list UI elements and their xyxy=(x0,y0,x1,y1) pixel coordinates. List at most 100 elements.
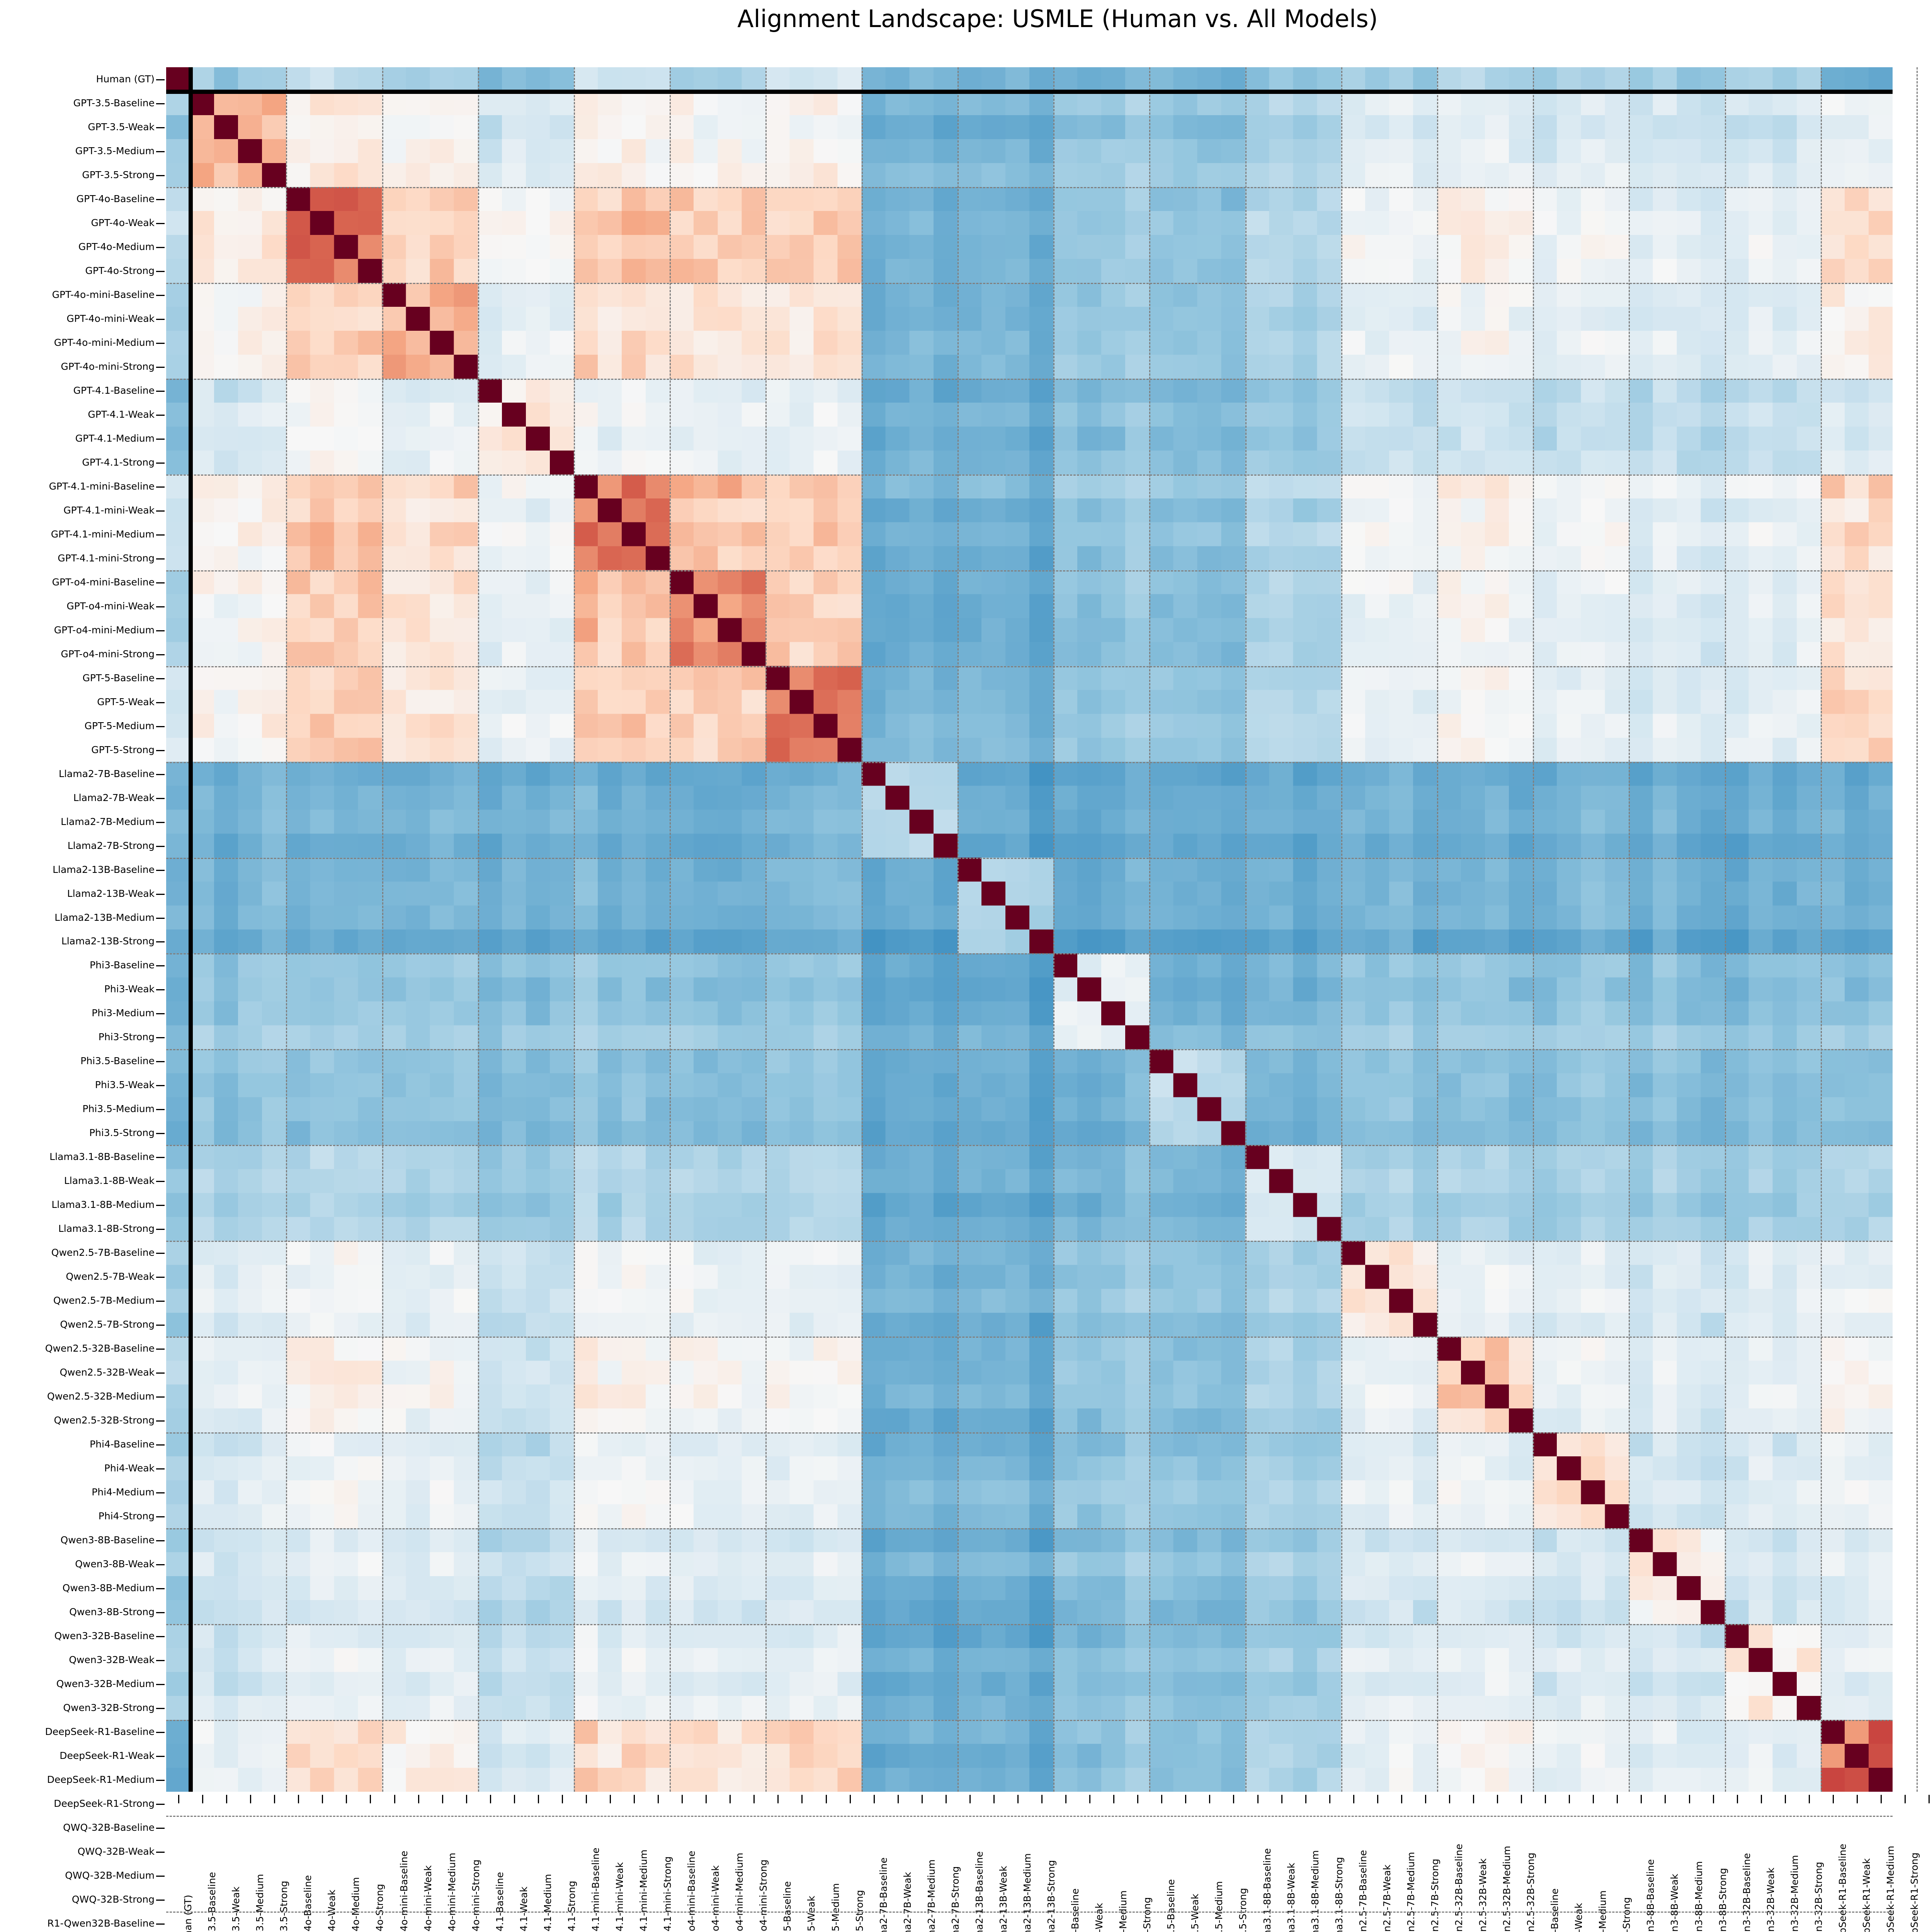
heatmap-canvas[interactable] xyxy=(166,67,1893,1792)
y-axis-tick-label: Llama2-7B-Baseline xyxy=(59,768,155,779)
y-axis-tick-label: Llama2-13B-Strong xyxy=(61,935,155,947)
x-axis-tick-label: Phi4-Strong xyxy=(1621,1897,1633,1932)
x-axis-tick-label: Phi3-Weak xyxy=(1094,1903,1105,1932)
group-gridline-vertical xyxy=(1917,67,1918,1792)
y-axis-tick-mark xyxy=(156,510,165,512)
heatmap-cells[interactable] xyxy=(166,67,1893,1792)
group-gridline-horizontal xyxy=(166,378,1893,380)
x-axis-tick-label: Qwen3-8B-Medium xyxy=(1693,1861,1704,1932)
group-gridline-horizontal xyxy=(166,1911,1893,1913)
x-axis-tick-mark xyxy=(610,1795,611,1803)
y-axis-tick-label: Qwen3-8B-Medium xyxy=(62,1582,155,1594)
y-axis-tick-mark xyxy=(156,1516,165,1518)
y-axis-tick-mark xyxy=(156,103,165,104)
y-axis-tick-label: DeepSeek-R1-Baseline xyxy=(45,1726,155,1738)
x-axis-tick-mark xyxy=(706,1795,707,1803)
group-gridline-vertical xyxy=(478,67,479,1792)
y-axis-tick-label: GPT-4o-mini-Baseline xyxy=(52,289,155,300)
y-axis-tick-label: GPT-o4-mini-Strong xyxy=(61,648,155,660)
group-gridline-vertical xyxy=(1533,67,1534,1792)
x-axis-tick-label: GPT-4.1-Strong xyxy=(566,1881,577,1932)
y-axis-tick-label: Qwen2.5-32B-Baseline xyxy=(45,1343,155,1354)
group-gridline-horizontal xyxy=(166,1337,1893,1338)
group-gridline-horizontal xyxy=(166,474,1893,476)
x-axis-tick-label: Qwen2.5-32B-Weak xyxy=(1477,1858,1489,1932)
y-axis-tick-label: Phi3-Baseline xyxy=(90,959,155,971)
y-axis-tick-label: GPT-4o-Medium xyxy=(78,241,155,252)
x-axis-tick-mark xyxy=(274,1795,276,1803)
y-axis-tick-label: Phi3.5-Baseline xyxy=(80,1055,155,1067)
y-axis-tick-label: Phi4-Strong xyxy=(98,1510,155,1522)
page-title: Alignment Landscape: USMLE (Human vs. Al… xyxy=(737,5,1378,33)
y-axis-tick-mark xyxy=(156,1181,165,1182)
y-axis-tick-label: Qwen3-8B-Baseline xyxy=(60,1534,155,1546)
y-axis-tick-mark xyxy=(156,318,165,320)
y-axis-tick-label: Phi3-Weak xyxy=(104,983,155,995)
y-axis-tick-label: Phi3.5-Medium xyxy=(82,1103,155,1115)
heatmap-plot xyxy=(166,67,1918,1913)
x-axis-tick-mark xyxy=(658,1795,659,1803)
y-axis-tick-mark xyxy=(156,390,165,392)
y-axis-tick-label: Phi3.5-Weak xyxy=(95,1079,155,1091)
y-axis-tick-label: Qwen2.5-32B-Weak xyxy=(60,1367,155,1378)
group-gridline-vertical xyxy=(1629,67,1630,1792)
x-axis-tick-label: GPT-3.5-Medium xyxy=(254,1874,266,1932)
x-axis-tick-mark xyxy=(1689,1795,1690,1803)
x-axis-tick-label: GPT-4.1-Weak xyxy=(518,1886,529,1932)
x-axis-tick-mark xyxy=(897,1795,899,1803)
x-axis-tick-mark xyxy=(1665,1795,1666,1803)
x-axis-tick-label: GPT-4o-Strong xyxy=(374,1884,386,1932)
y-axis-tick-mark xyxy=(156,1875,165,1877)
y-axis-tick-label: Phi4-Baseline xyxy=(90,1439,155,1450)
x-axis-tick-mark xyxy=(226,1795,228,1803)
y-axis-tick-mark xyxy=(156,294,165,296)
group-gridline-horizontal xyxy=(166,1049,1893,1051)
x-axis-tick-mark xyxy=(1545,1795,1546,1803)
y-axis-tick-label: QWQ-32B-Medium xyxy=(65,1869,155,1881)
group-gridline-vertical xyxy=(382,67,383,1792)
x-axis-tick-label: DeepSeek-R1-Baseline xyxy=(1837,1844,1848,1932)
y-axis-tick-mark xyxy=(156,438,165,440)
y-axis-tick-label: Qwen2.5-7B-Baseline xyxy=(51,1247,155,1259)
human-column-separator xyxy=(189,67,193,1792)
x-axis-tick-label: Llama3.1-8B-Weak xyxy=(1285,1862,1297,1932)
group-gridline-horizontal xyxy=(166,1528,1893,1530)
x-axis-tick-mark xyxy=(322,1795,323,1803)
x-axis-tick-label: Human (GT) xyxy=(182,1895,194,1932)
y-axis-tick-mark xyxy=(156,1708,165,1709)
x-axis-tick-mark xyxy=(1617,1795,1618,1803)
y-axis-tick-mark xyxy=(156,127,165,128)
x-axis-tick-label: GPT-4o-Weak xyxy=(326,1889,338,1932)
y-axis-tick-label: Qwen3-8B-Strong xyxy=(69,1606,155,1618)
y-axis-tick-mark xyxy=(156,1205,165,1206)
group-gridline-horizontal xyxy=(166,1624,1893,1626)
y-axis-tick-label: Human (GT) xyxy=(96,73,155,85)
x-axis-tick-mark xyxy=(1880,1795,1882,1803)
x-axis-tick-mark xyxy=(993,1795,995,1803)
x-axis-tick-label: Llama2-7B-Medium xyxy=(925,1859,937,1932)
y-axis-tick-mark xyxy=(156,1372,165,1374)
y-axis-tick-mark xyxy=(156,1325,165,1326)
y-axis-tick-label: GPT-5-Weak xyxy=(97,696,155,707)
x-axis-tick-label: GPT-o4-mini-Baseline xyxy=(686,1850,697,1932)
x-axis-tick-label: Llama2-7B-Weak xyxy=(901,1872,913,1932)
x-axis-tick-mark xyxy=(1641,1795,1642,1803)
y-axis-tick-label: GPT-4o-Weak xyxy=(91,217,155,228)
y-axis-tick-label: Qwen3-32B-Baseline xyxy=(54,1630,155,1642)
y-axis-tick-label: Llama2-7B-Weak xyxy=(73,792,155,803)
group-gridline-horizontal xyxy=(166,1241,1893,1242)
group-gridline-horizontal xyxy=(166,570,1893,571)
y-axis-tick-mark xyxy=(156,1133,165,1134)
y-axis-tick-label: GPT-5-Medium xyxy=(84,720,155,731)
y-axis-tick-mark xyxy=(156,1588,165,1590)
x-axis-tick-label: Phi3-Baseline xyxy=(1070,1888,1081,1932)
y-axis-tick-label: GPT-4o-mini-Strong xyxy=(61,361,155,372)
y-axis-tick-mark xyxy=(156,1827,165,1829)
y-axis-tick-mark xyxy=(156,965,165,967)
y-axis-tick-mark xyxy=(156,1564,165,1566)
x-axis-tick-mark xyxy=(730,1795,731,1803)
y-axis-tick-label: Phi3.5-Strong xyxy=(89,1127,155,1139)
y-axis-tick-label: GPT-4.1-mini-Strong xyxy=(58,552,155,564)
y-axis-tick-mark xyxy=(156,582,165,583)
x-axis-tick-label: GPT-5-Medium xyxy=(830,1883,841,1932)
